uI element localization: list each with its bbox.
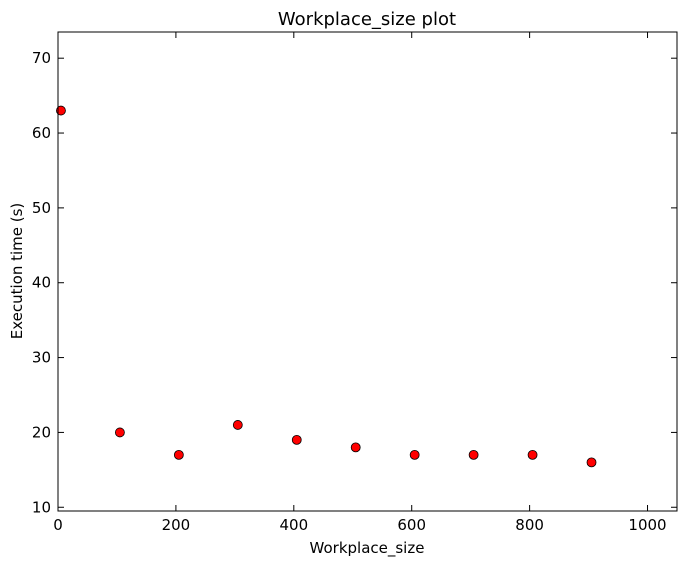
x-tick-label: 1000	[628, 516, 666, 534]
y-axis-title: Execution time (s)	[8, 203, 26, 340]
data-point	[350, 442, 361, 453]
x-axis-title: Workplace_size	[310, 539, 425, 558]
data-point	[173, 449, 184, 460]
data-point	[56, 105, 66, 116]
y-tick-label: 20	[32, 423, 51, 441]
data-point	[291, 434, 302, 445]
data-point	[232, 420, 243, 430]
data-point	[115, 427, 125, 438]
data-points	[56, 105, 597, 468]
x-tick-label: 0	[53, 516, 63, 534]
data-point	[527, 449, 538, 460]
x-tick-label: 600	[397, 516, 426, 534]
x-tick-label: 200	[162, 516, 191, 534]
y-tick-label: 60	[32, 124, 51, 142]
x-tick-label: 800	[515, 516, 544, 534]
y-tick-label: 40	[32, 274, 51, 292]
plot-area-frame	[57, 31, 678, 512]
y-tick-label: 50	[32, 199, 51, 217]
data-point	[468, 449, 479, 460]
y-tick-label: 70	[32, 49, 51, 67]
data-point	[586, 457, 597, 468]
axis-ticks: 0 200 400 600 800 1000 10 20 30 40 50 60 70	[32, 32, 677, 534]
x-tick-label: 400	[279, 516, 308, 534]
data-point	[409, 449, 420, 460]
y-tick-label: 10	[32, 498, 51, 516]
chart-title: Workplace_size plot	[278, 9, 456, 30]
y-tick-label: 30	[32, 349, 51, 367]
